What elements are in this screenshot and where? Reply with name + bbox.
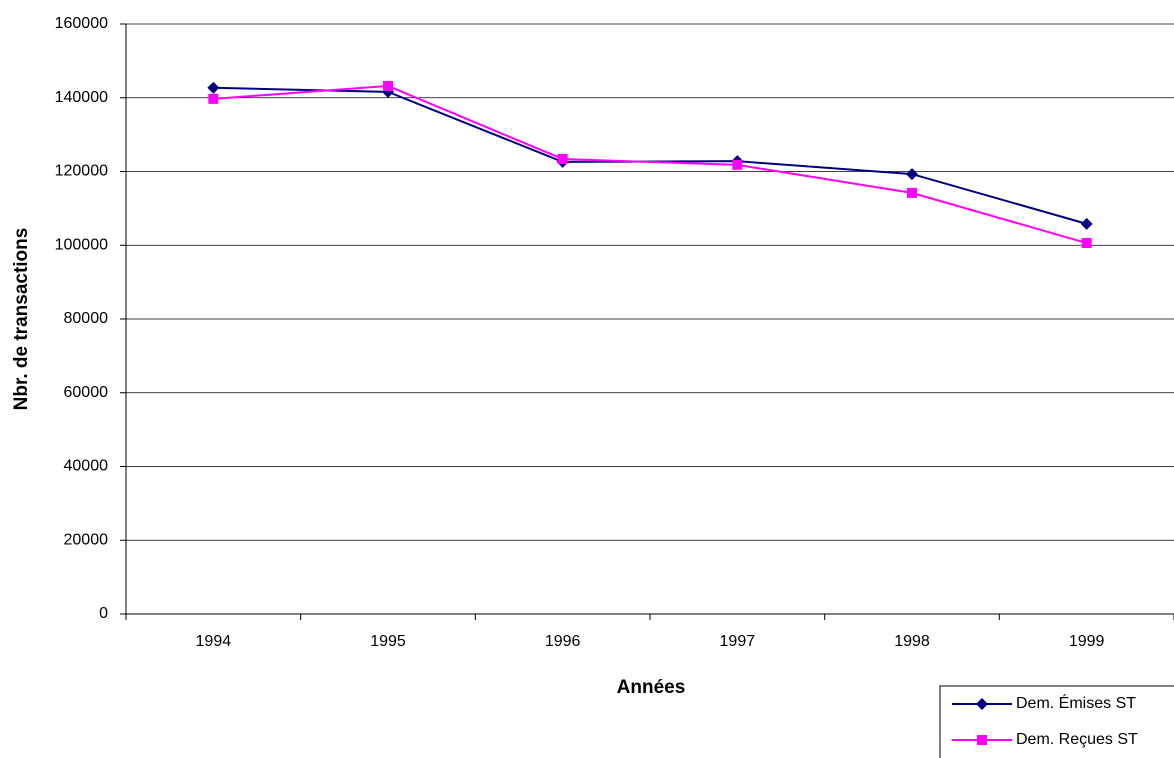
y-tick-label: 160000 <box>55 15 108 32</box>
y-tick-label: 80000 <box>64 310 109 327</box>
legend-label: Dem. Émises ST <box>1016 693 1136 712</box>
legend-marker <box>976 698 988 710</box>
legend-marker <box>977 735 987 745</box>
y-tick-label: 140000 <box>55 89 108 106</box>
x-tick-label: 1997 <box>720 633 756 650</box>
legend-box <box>939 685 1174 758</box>
data-point <box>732 159 743 170</box>
y-tick-label: 0 <box>99 605 108 622</box>
data-point <box>208 93 219 104</box>
y-tick-label: 40000 <box>64 458 109 475</box>
x-tick-label: 1995 <box>370 633 406 650</box>
x-tick-label: 1999 <box>1069 633 1105 650</box>
y-tick-label: 120000 <box>55 163 108 180</box>
series-line <box>213 84 1087 244</box>
data-point <box>557 153 568 164</box>
y-tick-label: 100000 <box>55 236 108 253</box>
series-line <box>213 86 1087 225</box>
data-point <box>1081 238 1092 249</box>
x-tick-label: 1996 <box>545 633 581 650</box>
y-tick-label: 60000 <box>64 384 109 401</box>
data-point <box>383 80 393 91</box>
legend-label: Dem. Reçues ST <box>1016 731 1138 748</box>
x-tick-label: 1998 <box>894 633 930 650</box>
x-tick-label: 1994 <box>196 633 232 650</box>
y-axis-title: Nbr. de transactions <box>11 228 32 411</box>
data-point <box>907 187 917 198</box>
data-point <box>1080 217 1093 230</box>
data-point <box>906 168 918 181</box>
data-point <box>207 81 220 94</box>
x-axis-title: Années <box>617 677 686 698</box>
y-tick-label: 20000 <box>64 531 109 548</box>
